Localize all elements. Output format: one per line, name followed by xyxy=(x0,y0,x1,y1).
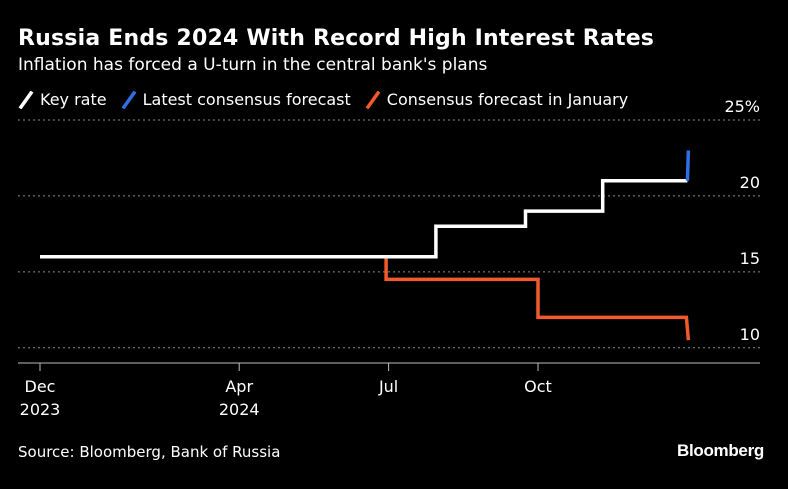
legend-swatch-key-rate xyxy=(18,90,34,109)
legend-label-key-rate: Key rate xyxy=(40,90,107,109)
legend-item-january-forecast: Consensus forecast in January xyxy=(365,90,628,109)
series-line-latest-forecast xyxy=(685,150,691,181)
x-tick-sublabel-2023: 2023 xyxy=(20,400,61,419)
chart-legend: Key rate Latest consensus forecast Conse… xyxy=(18,90,642,109)
x-tick-label-apr: Apr xyxy=(225,377,253,396)
legend-item-latest-forecast: Latest consensus forecast xyxy=(121,90,351,109)
chart-title: Russia Ends 2024 With Record High Intere… xyxy=(18,26,655,51)
y-tick-label-25: 25% xyxy=(724,97,760,116)
y-tick-label-10: 10 xyxy=(740,325,760,344)
bloomberg-logo: Bloomberg xyxy=(676,441,764,460)
legend-label-latest-forecast: Latest consensus forecast xyxy=(142,90,351,109)
legend-label-january-forecast: Consensus forecast in January xyxy=(386,90,629,109)
series-line-key-rate xyxy=(40,178,688,259)
x-tick-label-jul: Jul xyxy=(378,377,398,396)
x-tick-label-oct: Oct xyxy=(524,377,552,396)
legend-swatch-january-forecast xyxy=(365,90,381,109)
x-tick-label-dec: Dec xyxy=(25,377,56,396)
x-tick-sublabel-2024: 2024 xyxy=(219,400,260,419)
legend-swatch-latest-forecast xyxy=(121,90,137,109)
legend-item-key-rate: Key rate xyxy=(18,90,107,109)
y-tick-label-15: 15 xyxy=(740,249,760,268)
chart-subtitle: Inflation has forced a U-turn in the cen… xyxy=(18,55,488,75)
series-line-january-forecast xyxy=(384,256,691,341)
y-tick-label-20: 20 xyxy=(740,173,760,192)
source-note: Source: Bloomberg, Bank of Russia xyxy=(18,443,281,461)
